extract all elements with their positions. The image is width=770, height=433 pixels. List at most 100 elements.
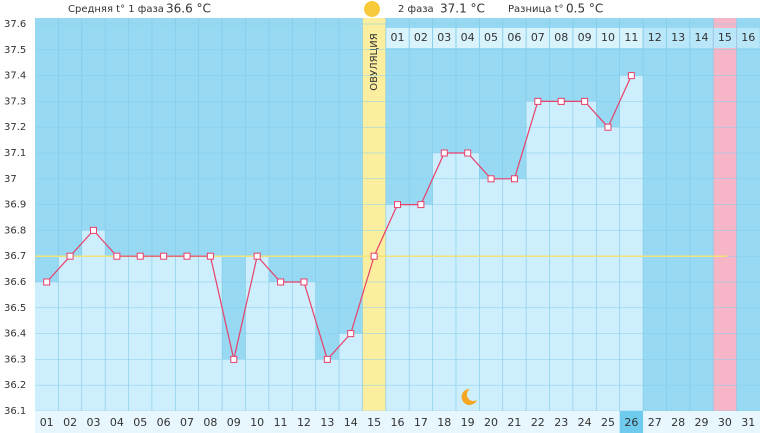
phase1-label: Средняя t° 1 фаза [68, 4, 164, 15]
bar [35, 282, 59, 411]
x-tick-label: 06 [157, 416, 171, 429]
point [66, 252, 74, 260]
phase2-day: 04 [461, 31, 475, 44]
x-tick-label: 08 [203, 416, 217, 429]
phase2-cell [526, 28, 550, 48]
point [627, 72, 635, 80]
phase2-day: 15 [718, 31, 732, 44]
y-tick-label: 37.5 [4, 45, 26, 56]
point [464, 149, 472, 157]
phase2-day: 09 [578, 31, 592, 44]
moon-icon [461, 388, 477, 405]
phase2-cell [550, 28, 573, 48]
phase2-label: 2 фаза [398, 4, 434, 15]
point [487, 175, 495, 183]
x-tick-label: 17 [414, 416, 428, 429]
y-tick-label: 37.3 [4, 96, 26, 107]
x-tick-label: 21 [507, 416, 521, 429]
y-tick-label: 36.4 [4, 329, 26, 340]
x-tick-label: 27 [648, 416, 662, 429]
point [440, 149, 448, 157]
point [253, 252, 261, 260]
point [417, 201, 425, 209]
phase2-day: 11 [624, 31, 638, 44]
point [43, 278, 51, 286]
x-tick-label: 14 [344, 416, 358, 429]
point [300, 278, 308, 286]
x-tick-label: 16 [391, 416, 405, 429]
phase2-cell [573, 28, 596, 48]
phase2-day: 03 [437, 31, 451, 44]
phase2-value: 37.1 °C [440, 2, 485, 16]
phase2-cell [643, 28, 666, 48]
phase2-day: 02 [414, 31, 428, 44]
phase2-day: 07 [531, 31, 545, 44]
phase2-cell [620, 28, 643, 48]
point [183, 252, 191, 260]
ovulation-column [362, 18, 386, 411]
bar [619, 75, 644, 411]
phase2-cell [737, 28, 760, 48]
phase2-cell [479, 28, 503, 48]
phase2-day: 05 [484, 31, 498, 44]
bar [596, 127, 620, 411]
temperature-line [46, 75, 632, 361]
x-tick-label: 26 [624, 416, 638, 429]
point [370, 252, 378, 260]
x-tick-label: 23 [554, 416, 568, 429]
phase2-cell [596, 28, 620, 48]
y-tick-label: 37.6 [4, 19, 26, 30]
point [347, 330, 355, 338]
diff-value: 0.5 °C [566, 2, 603, 16]
phase2-day: 06 [507, 31, 521, 44]
y-tick-label: 36.8 [4, 225, 26, 236]
phase2-day: 01 [391, 31, 405, 44]
phase2-day: 13 [671, 31, 685, 44]
phase2-cell [713, 28, 737, 48]
y-tick-label: 36.1 [4, 406, 26, 417]
phase2-cell [456, 28, 479, 48]
phase2-day: 16 [741, 31, 755, 44]
x-tick-label: 12 [297, 416, 311, 429]
x-tick-label: 24 [578, 416, 592, 429]
bar [479, 178, 503, 411]
bar [292, 282, 316, 411]
point [89, 226, 97, 234]
x-tick-label: 19 [461, 416, 475, 429]
point [277, 278, 285, 286]
x-tick-label: 05 [133, 416, 147, 429]
y-tick-label: 36.3 [4, 354, 26, 365]
x-tick-label: 13 [320, 416, 334, 429]
x-tick-label: 04 [110, 416, 124, 429]
ovulation-label: ОВУЛЯЦИЯ [369, 33, 380, 91]
x-tick-label: 30 [718, 416, 732, 429]
phase2-cell [433, 28, 456, 48]
y-tick-label: 36.5 [4, 303, 26, 314]
phase2-cell [503, 28, 526, 48]
x-tick-label: 15 [367, 416, 381, 429]
x-tick-label: 03 [86, 416, 100, 429]
point [136, 252, 144, 260]
phase2-day: 10 [601, 31, 615, 44]
phase1-value: 36.6 °C [166, 2, 211, 16]
y-tick-label: 36.7 [4, 251, 26, 262]
phase2-day: 12 [648, 31, 662, 44]
today-cell [619, 411, 644, 433]
y-tick-label: 36.9 [4, 200, 26, 211]
phase2-cell [409, 28, 433, 48]
diff-label: Разница t° [508, 4, 564, 15]
y-tick-label: 37.2 [4, 122, 26, 133]
phase2-day: 08 [554, 31, 568, 44]
x-tick-label: 28 [671, 416, 685, 429]
point [581, 97, 589, 105]
bar [502, 178, 527, 411]
x-tick-label: 10 [250, 416, 264, 429]
x-tick-label: 02 [63, 416, 77, 429]
x-tick-label: 25 [601, 416, 615, 429]
sun-icon [364, 1, 380, 17]
y-tick-label: 36.6 [4, 277, 26, 288]
phase2-cell [666, 28, 690, 48]
x-tick-label: 22 [531, 416, 545, 429]
x-tick-label: 11 [274, 416, 288, 429]
